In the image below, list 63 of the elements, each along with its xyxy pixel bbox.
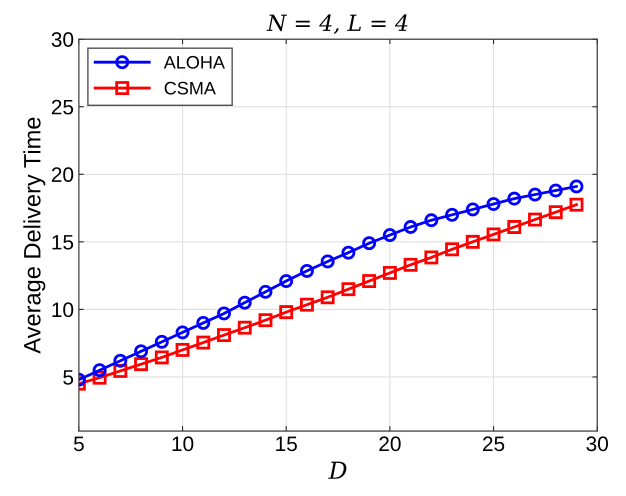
point — [300, 264, 314, 278]
point — [382, 266, 397, 280]
point — [507, 192, 522, 206]
point — [570, 180, 584, 194]
point — [341, 246, 356, 260]
point — [445, 242, 460, 256]
point — [238, 320, 252, 335]
point — [466, 234, 480, 249]
point — [154, 334, 169, 349]
point — [113, 354, 128, 368]
point — [217, 328, 231, 342]
x-tick-label: 30 — [586, 436, 608, 452]
point — [466, 202, 480, 216]
point — [258, 284, 272, 299]
point — [570, 198, 584, 212]
point — [176, 343, 190, 357]
point — [404, 258, 418, 272]
point — [341, 282, 356, 296]
point — [196, 336, 210, 350]
point — [134, 357, 148, 372]
point — [362, 236, 376, 250]
chart-title: N = 4, L = 4 — [266, 14, 408, 34]
point — [279, 274, 294, 288]
point — [300, 298, 314, 312]
point — [486, 227, 500, 242]
point — [382, 228, 397, 242]
y-axis-title: Average Delivery Time — [23, 118, 46, 354]
point — [92, 363, 107, 378]
y-tick-label: 15 — [52, 235, 74, 250]
point — [424, 250, 438, 264]
legend-label: CSMA — [164, 82, 216, 95]
point — [445, 208, 460, 222]
x-tick-label: 5 — [74, 436, 84, 452]
point — [528, 212, 542, 227]
y-tick-label: 10 — [52, 302, 74, 318]
point — [528, 188, 542, 202]
point — [507, 220, 522, 234]
x-axis-title: D — [328, 462, 346, 479]
point — [404, 220, 418, 234]
legend-label: ALOHA — [164, 56, 225, 69]
point — [134, 344, 148, 358]
x-tick-label: 10 — [172, 436, 194, 452]
x-tick-label: 20 — [379, 436, 401, 452]
point — [279, 305, 294, 320]
point — [238, 296, 252, 310]
point — [548, 205, 563, 220]
point — [486, 197, 500, 211]
y-tick-label: 25 — [52, 100, 74, 114]
x-tick-label: 15 — [276, 436, 297, 452]
y-tick-label: 20 — [52, 167, 74, 182]
point — [424, 213, 438, 228]
x-tick-label: 25 — [483, 436, 504, 452]
point — [320, 254, 335, 268]
point — [196, 316, 210, 330]
point — [320, 290, 335, 304]
point — [362, 274, 376, 288]
point — [176, 325, 190, 340]
point — [154, 350, 169, 364]
point — [217, 306, 231, 320]
y-tick-label: 5 — [63, 370, 74, 385]
y-tick-label: 30 — [52, 32, 74, 47]
point — [258, 313, 272, 328]
point — [548, 184, 563, 198]
